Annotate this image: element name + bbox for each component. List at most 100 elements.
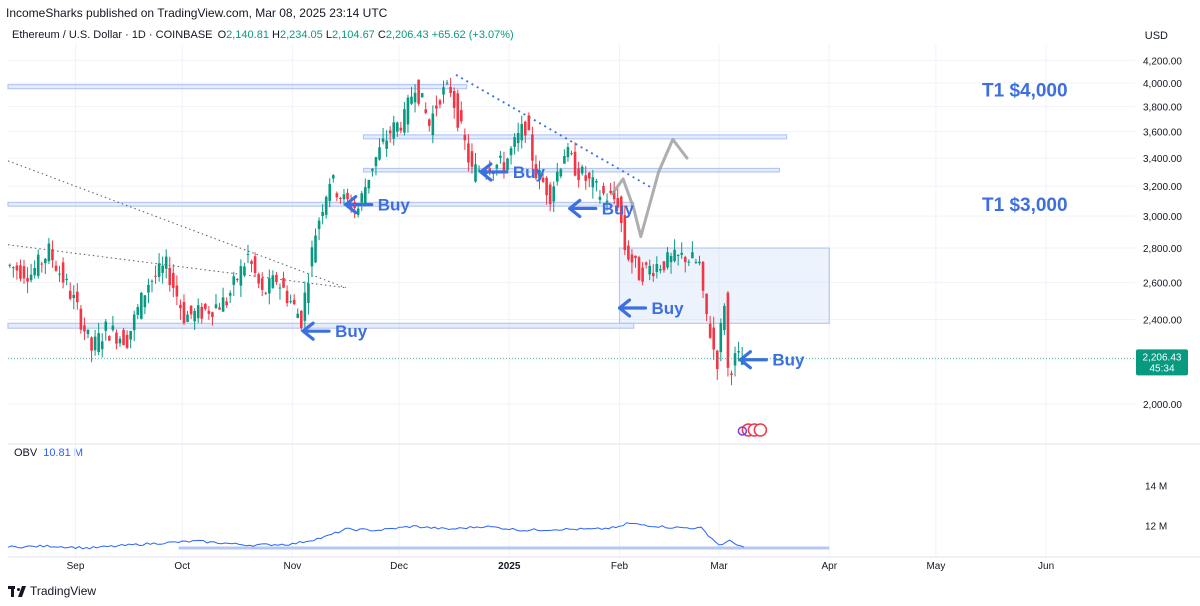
price-badge-countdown: 45:34 — [1149, 363, 1174, 374]
candle-body — [193, 310, 196, 322]
candle-body — [456, 93, 460, 128]
candle-body — [392, 122, 396, 139]
symbol-name[interactable]: Ethereum / U.S. Dollar · 1D · COINBASE — [12, 29, 213, 41]
candle-body — [140, 292, 143, 319]
candle-body — [26, 277, 29, 282]
candle-body — [175, 285, 179, 297]
candle-body — [86, 329, 90, 335]
symbol-legend: Ethereum / U.S. Dollar · 1D · COINBASE O… — [12, 29, 514, 41]
candle-body — [399, 127, 403, 131]
low-label: L — [325, 29, 332, 41]
time-tick-label: Apr — [821, 561, 837, 572]
time-tick-label: May — [926, 561, 945, 572]
candle-body — [363, 187, 367, 206]
candle-body — [715, 350, 719, 370]
candle-body — [555, 171, 559, 182]
candle-body — [211, 312, 214, 317]
candle-body — [499, 155, 502, 158]
candle-body — [250, 261, 253, 264]
buy-label: Buy — [602, 199, 635, 218]
candle-body — [474, 164, 477, 182]
candle-body — [232, 276, 236, 285]
candle-body — [122, 329, 125, 346]
candle-body — [314, 235, 317, 263]
candle-body — [523, 121, 527, 136]
candle-body — [644, 262, 648, 265]
close-value: 2,206.43 — [385, 29, 429, 41]
candle-body — [619, 196, 623, 224]
candle-body — [154, 275, 157, 277]
candle-body — [83, 325, 86, 332]
price-tick-label: 3,200.00 — [1143, 182, 1182, 193]
candle-body — [587, 172, 591, 179]
trendlines — [7, 74, 652, 289]
candle-body — [417, 79, 420, 104]
candle-body — [580, 166, 584, 174]
candle-body — [268, 278, 271, 294]
open-label: O — [217, 29, 227, 41]
candle-body — [435, 105, 438, 109]
buy-label: Buy — [335, 322, 368, 341]
buy-label: Buy — [513, 163, 546, 182]
candle-body — [253, 256, 257, 273]
price-badge-value: 2,206.43 — [1143, 352, 1182, 363]
candle-body — [676, 254, 680, 256]
candle-body — [225, 301, 228, 306]
candle-body — [669, 255, 673, 263]
candle-body — [51, 249, 54, 261]
candle-body — [243, 266, 246, 276]
candle-body — [563, 156, 566, 164]
candle-body — [534, 164, 538, 179]
buy-label: Buy — [378, 196, 411, 215]
candle-body — [12, 267, 15, 269]
candle-body — [573, 151, 577, 176]
candle-body — [228, 293, 232, 296]
price-tick-label: 2,600.00 — [1143, 278, 1182, 289]
candle-body — [257, 274, 260, 284]
candle-body — [662, 261, 666, 271]
candle-body — [584, 175, 588, 181]
candle-body — [143, 295, 147, 308]
candle-body — [125, 334, 129, 348]
buy-arrow-icon — [568, 198, 598, 219]
candle-body — [200, 306, 204, 319]
price-tick-label: 4,000.00 — [1143, 79, 1182, 90]
candle-body — [680, 252, 684, 255]
candle-body — [104, 321, 108, 331]
candle-body — [591, 177, 595, 188]
candle-body — [100, 341, 104, 350]
candle-body — [196, 305, 200, 319]
projection-line — [610, 137, 689, 239]
annotations: Buy Buy Buy Buy Buy Buy T1 $4,000 T1 $3,000 — [301, 81, 1068, 437]
obv-label[interactable]: OBV — [14, 447, 38, 459]
time-axis[interactable]: Sep Oct Nov Dec 2025 Feb Mar Apr May Jun — [67, 561, 1055, 572]
candle-body — [335, 193, 339, 198]
high-label: H — [272, 29, 280, 41]
obv-line — [7, 522, 745, 550]
price-tick-label: 3,600.00 — [1143, 128, 1182, 139]
candle-body — [47, 243, 51, 262]
candle-body — [40, 263, 44, 265]
candle-body — [687, 261, 691, 263]
currency-label[interactable]: USD — [1144, 30, 1168, 42]
candle-body — [68, 290, 72, 299]
price-badge-bg — [1136, 349, 1188, 376]
candle-body — [115, 332, 118, 344]
candle-body — [147, 284, 150, 293]
candle-body — [602, 186, 605, 194]
close-label: C — [377, 29, 386, 41]
candle-body — [307, 283, 310, 303]
candle-body — [239, 266, 243, 286]
candle-body — [666, 252, 669, 268]
candle-body — [79, 308, 83, 330]
buy-arrow-icon — [617, 298, 648, 318]
candle-body — [289, 301, 292, 303]
projection-path — [610, 137, 689, 239]
candle-body — [427, 119, 431, 126]
candle-body — [566, 147, 570, 158]
candle-body — [118, 338, 122, 344]
target-label: T1 $4,000 — [982, 81, 1068, 102]
candle-body — [271, 275, 275, 288]
